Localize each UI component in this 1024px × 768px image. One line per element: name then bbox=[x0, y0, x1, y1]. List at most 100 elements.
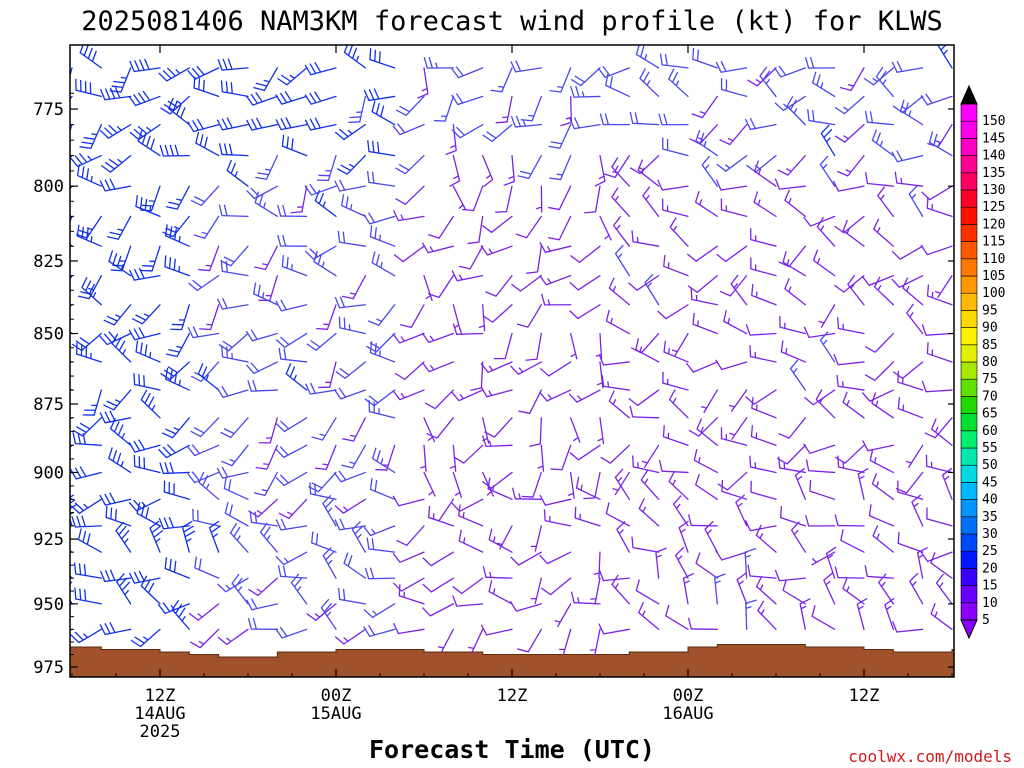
wind-barb bbox=[687, 514, 718, 527]
credit-text: coolwx.com/models bbox=[848, 747, 1012, 766]
colorbar-swatch bbox=[960, 378, 978, 397]
wind-barb bbox=[669, 217, 689, 247]
wind-barb bbox=[393, 622, 425, 635]
wind-barb bbox=[596, 361, 604, 389]
wind-barb bbox=[926, 196, 953, 218]
wind-barb bbox=[451, 66, 484, 79]
wind-barb bbox=[575, 476, 601, 500]
wind-barb bbox=[70, 360, 73, 363]
wind-barb bbox=[70, 153, 102, 168]
wind-barb bbox=[336, 154, 366, 175]
wind-barb bbox=[108, 447, 132, 474]
wind-barb bbox=[926, 342, 953, 363]
wind-barb bbox=[685, 361, 718, 373]
wind-barb bbox=[635, 579, 660, 605]
wind-barb bbox=[304, 91, 337, 105]
wind-barb bbox=[281, 255, 308, 277]
wind-barb bbox=[608, 277, 630, 306]
ground-polygon bbox=[70, 643, 954, 677]
wind-barb bbox=[305, 382, 337, 395]
wind-barb bbox=[510, 60, 542, 73]
wind-barb bbox=[427, 274, 454, 298]
wind-barb bbox=[751, 396, 777, 419]
wind-barb bbox=[818, 304, 836, 328]
wind-barb bbox=[482, 123, 513, 143]
wind-barb bbox=[659, 53, 689, 69]
wind-barb bbox=[715, 179, 748, 191]
wind-barb bbox=[861, 274, 894, 287]
wind-barb bbox=[539, 242, 572, 253]
wind-barb bbox=[833, 353, 865, 366]
wind-barb bbox=[398, 584, 425, 605]
wind-barb bbox=[926, 507, 953, 527]
wind-barb bbox=[895, 471, 924, 494]
wind-barb bbox=[776, 444, 806, 465]
wind-barb bbox=[275, 444, 308, 459]
wind-barb bbox=[510, 115, 542, 128]
x-tick-label: 00Z bbox=[673, 686, 704, 706]
wind-barb bbox=[72, 432, 102, 446]
wind-barb bbox=[774, 178, 806, 190]
wind-barb bbox=[335, 361, 366, 379]
wind-barb bbox=[864, 172, 894, 187]
wind-barb bbox=[569, 304, 601, 320]
wind-barb bbox=[372, 447, 396, 474]
wind-barb bbox=[569, 117, 601, 130]
wind-barb bbox=[423, 274, 433, 302]
wind-barb bbox=[115, 521, 132, 553]
wind-barb bbox=[70, 628, 102, 644]
wind-barb bbox=[105, 505, 132, 527]
wind-barb bbox=[255, 154, 278, 180]
wind-barb bbox=[714, 573, 726, 605]
wind-barb bbox=[629, 112, 660, 126]
wind-barb bbox=[754, 160, 777, 187]
wind-barb bbox=[220, 80, 249, 98]
colorbar-tick-label: 10 bbox=[982, 596, 998, 611]
y-tick-label: 850 bbox=[33, 325, 64, 345]
wind-barb bbox=[510, 551, 542, 566]
wind-barb bbox=[493, 332, 513, 360]
wind-barb bbox=[164, 255, 190, 277]
wind-barb bbox=[642, 186, 660, 218]
wind-barb bbox=[872, 525, 894, 553]
wind-barb bbox=[644, 273, 660, 306]
wind-barb bbox=[392, 123, 425, 136]
wind-barb bbox=[934, 274, 953, 299]
wind-barb bbox=[478, 304, 486, 332]
wind-barb bbox=[600, 444, 630, 464]
wind-barb bbox=[530, 577, 542, 605]
wind-barb bbox=[309, 482, 337, 500]
colorbar-swatch bbox=[960, 447, 978, 466]
wind-barb bbox=[484, 417, 513, 438]
wind-barb bbox=[825, 546, 837, 579]
wind-barb bbox=[539, 494, 572, 506]
wind-barb bbox=[338, 316, 366, 335]
wind-barb bbox=[70, 444, 73, 448]
wind-barb bbox=[920, 244, 953, 256]
wind-barb bbox=[935, 573, 953, 605]
wind-barb bbox=[128, 90, 161, 107]
wind-barb bbox=[547, 215, 572, 241]
wind-barb bbox=[199, 304, 220, 331]
colorbar-swatch bbox=[960, 602, 978, 621]
wind-barb bbox=[509, 601, 542, 612]
wind-barb bbox=[657, 304, 689, 320]
wind-barb bbox=[395, 154, 425, 175]
wind-barb bbox=[925, 454, 953, 474]
wind-barb bbox=[433, 95, 454, 122]
wind-barb bbox=[921, 185, 953, 201]
wind-barb bbox=[755, 524, 777, 553]
wind-barb bbox=[70, 154, 73, 159]
wind-barb bbox=[599, 113, 630, 126]
wind-barb bbox=[70, 243, 73, 247]
wind-barb bbox=[70, 628, 73, 631]
wind-barb bbox=[662, 137, 689, 157]
wind-barb bbox=[109, 67, 132, 93]
wind-barb bbox=[193, 76, 220, 98]
colorbar-tick-label: 50 bbox=[982, 458, 998, 473]
wind-barb bbox=[496, 525, 513, 550]
wind-barb bbox=[74, 587, 102, 605]
wind-barb bbox=[834, 566, 865, 579]
wind-barb bbox=[857, 468, 869, 500]
wind-barb bbox=[343, 45, 366, 69]
